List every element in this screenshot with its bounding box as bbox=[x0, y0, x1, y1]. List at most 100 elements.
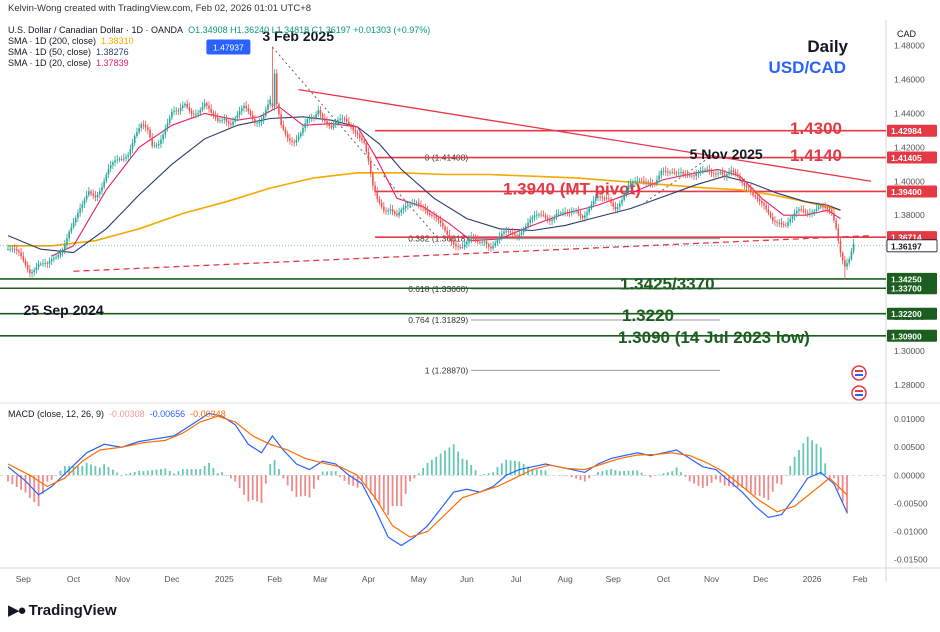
sma20-value: 1.37839 bbox=[96, 58, 129, 68]
macd-hist-bar bbox=[452, 444, 455, 476]
macd-hist-bar bbox=[798, 450, 800, 476]
macd-label[interactable]: MACD (close, 12, 26, 9) bbox=[8, 409, 105, 419]
macd-hist-bar bbox=[273, 459, 276, 476]
macd-hist-bar bbox=[190, 469, 193, 476]
macd-hist-bar bbox=[518, 461, 521, 476]
candle-body bbox=[24, 260, 27, 266]
candle-body bbox=[568, 212, 571, 214]
candle-body bbox=[407, 204, 409, 206]
key-level-label: 1.3425/3370 bbox=[620, 274, 715, 293]
macd-hist-bar bbox=[588, 475, 591, 479]
macd-hist-bar bbox=[505, 459, 508, 476]
candle-body bbox=[267, 104, 269, 110]
symbol-title[interactable]: U.S. Dollar / Canadian Dollar · 1D · OAN… bbox=[8, 25, 184, 35]
macd-hist-bar bbox=[369, 475, 372, 494]
candle-body bbox=[365, 142, 368, 152]
price-tick: 1.40000 bbox=[894, 176, 925, 186]
sma50-label[interactable]: SMA · 1D (50, close) bbox=[8, 47, 92, 57]
candle-body bbox=[710, 171, 713, 173]
candle-body bbox=[42, 263, 44, 265]
candle-body bbox=[516, 235, 518, 237]
tradingview-logo[interactable]: ▶● TradingView bbox=[8, 601, 117, 620]
candle-body bbox=[361, 137, 363, 141]
candle-body bbox=[544, 215, 547, 218]
candle-body bbox=[680, 171, 682, 173]
macd-hist-bar bbox=[776, 475, 779, 484]
candle-body bbox=[455, 244, 457, 247]
candle-body bbox=[723, 174, 726, 178]
candle-body bbox=[715, 173, 717, 175]
candle-body bbox=[243, 105, 245, 109]
candle-body bbox=[505, 231, 507, 233]
macd-hist-bar bbox=[295, 475, 298, 497]
candle-body bbox=[22, 256, 25, 261]
candle-body bbox=[293, 141, 296, 143]
macd-hist-bar bbox=[20, 475, 23, 490]
macd-hist-bar bbox=[417, 473, 420, 476]
candle-body bbox=[39, 263, 42, 265]
candle-body bbox=[619, 203, 621, 207]
macd-hist-bar bbox=[640, 472, 643, 476]
candle-body bbox=[791, 216, 794, 220]
candle-body bbox=[649, 182, 652, 184]
macd-hist-bar bbox=[94, 465, 97, 476]
trendline-dotted-peak bbox=[272, 46, 439, 240]
candle-body bbox=[599, 196, 601, 198]
time-tick: Sep bbox=[16, 574, 31, 584]
macd-hist-bar bbox=[409, 475, 411, 482]
macd-hist-bar bbox=[715, 475, 717, 480]
flag-stripe bbox=[855, 374, 863, 376]
candle-body bbox=[48, 261, 51, 264]
candle-body bbox=[501, 233, 503, 237]
candle-body bbox=[507, 231, 510, 233]
macd-hist-bar bbox=[330, 471, 333, 476]
candle-body bbox=[29, 269, 31, 274]
fib-level-label: 1 (1.28870) bbox=[425, 365, 469, 375]
macd-hist-bar bbox=[138, 470, 140, 476]
macd-hist-bar bbox=[396, 475, 398, 507]
price-level-tag: 1.42984 bbox=[887, 124, 937, 137]
price-tick: 1.44000 bbox=[894, 108, 925, 118]
price-tick: 1.42000 bbox=[894, 142, 925, 152]
macd-hist-bar bbox=[483, 474, 486, 476]
macd-hist-bar bbox=[343, 475, 346, 481]
macd-hist-bar bbox=[688, 475, 691, 482]
macd-hist-bar bbox=[203, 465, 206, 476]
candle-body bbox=[337, 119, 339, 123]
candle-body bbox=[417, 202, 420, 205]
candle-body bbox=[50, 259, 53, 262]
price-tick: 1.48000 bbox=[894, 40, 925, 50]
macd-hist-bar bbox=[548, 474, 551, 476]
candles bbox=[7, 46, 855, 280]
candle-body bbox=[393, 211, 396, 214]
candle-body bbox=[278, 104, 280, 115]
candle-body bbox=[363, 140, 365, 143]
macd-hist-bar bbox=[413, 475, 416, 479]
sma200-label[interactable]: SMA · 1D (200, close) bbox=[8, 36, 97, 46]
price-level-tag-text: 1.34250 bbox=[891, 274, 922, 284]
candle-body bbox=[837, 228, 840, 241]
candle-body bbox=[590, 204, 593, 209]
sma20-label[interactable]: SMA · 1D (20, close) bbox=[8, 58, 92, 68]
candle-body bbox=[433, 215, 435, 217]
candle-body bbox=[546, 217, 549, 220]
time-tick: May bbox=[411, 574, 428, 584]
candle-body bbox=[472, 236, 475, 238]
candle-body bbox=[289, 138, 291, 141]
macd-hist-bar bbox=[7, 475, 9, 482]
candle-body bbox=[623, 194, 625, 200]
macd-hist-bar bbox=[828, 475, 831, 480]
macd-hist-bar bbox=[146, 470, 149, 476]
candle-body bbox=[120, 159, 123, 161]
candle-body bbox=[594, 196, 597, 201]
macd-hist-bar bbox=[583, 475, 586, 482]
macd-hist-bar bbox=[291, 475, 293, 492]
macd-hist-bar bbox=[63, 465, 66, 476]
candle-body bbox=[101, 187, 103, 192]
candle-body bbox=[70, 227, 73, 232]
candle-body bbox=[461, 247, 464, 248]
candle-body bbox=[481, 241, 483, 243]
time-tick: Jun bbox=[460, 574, 474, 584]
candle-body bbox=[490, 246, 492, 249]
candle-body bbox=[573, 211, 575, 213]
